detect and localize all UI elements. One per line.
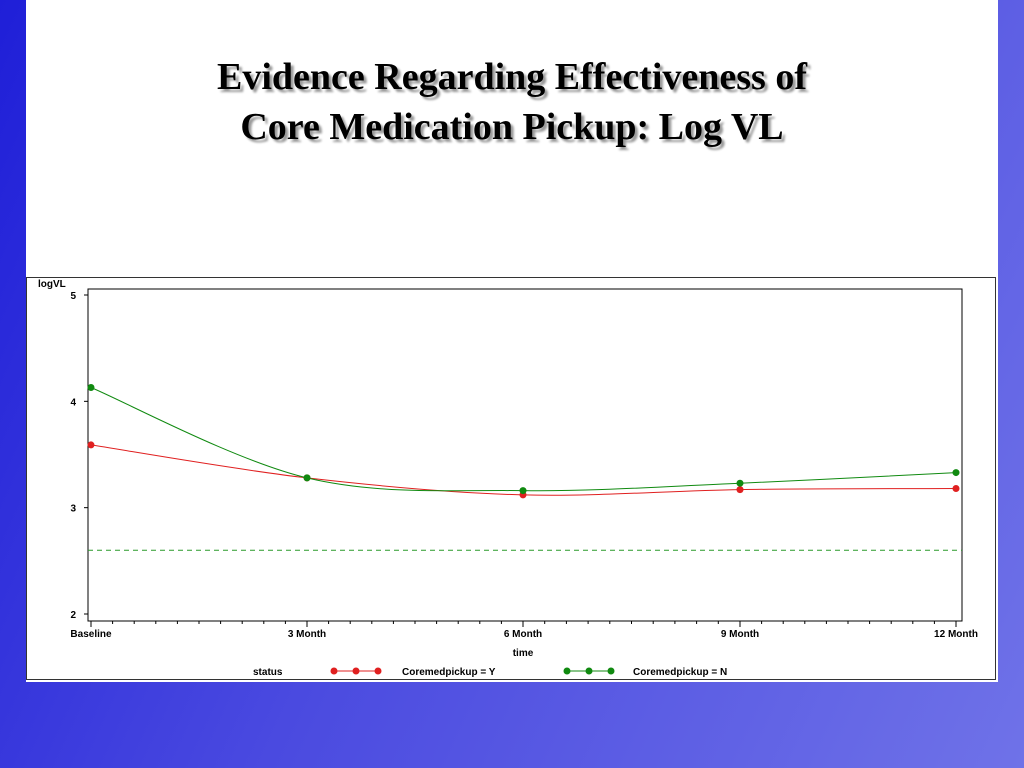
legend-swatch-marker <box>352 667 360 675</box>
legend-entry-label: Coremedpickup = Y <box>402 667 496 678</box>
legend-swatch-marker <box>607 667 615 675</box>
legend-swatch-marker <box>330 667 338 675</box>
legend-swatch-marker <box>585 667 593 675</box>
x-tick-label: 3 Month <box>288 629 326 640</box>
title-line-1: Evidence Regarding Effectiveness of <box>217 56 807 98</box>
title-line-2: Core Medication Pickup: Log VL <box>240 106 784 148</box>
data-point <box>952 469 960 477</box>
legend-swatch-marker <box>563 667 571 675</box>
y-tick-label: 4 <box>70 397 76 408</box>
x-tick-label: 9 Month <box>721 629 759 640</box>
y-tick-label: 3 <box>70 504 76 515</box>
y-axis-label: logVL <box>38 279 66 290</box>
data-point <box>87 441 95 449</box>
data-point <box>519 487 527 495</box>
x-tick-label: 12 Month <box>934 629 978 640</box>
x-tick-label: Baseline <box>70 629 112 640</box>
y-tick-label: 2 <box>70 610 76 621</box>
data-point <box>303 474 311 482</box>
legend-title: status <box>253 667 283 678</box>
x-axis-label: time <box>513 648 534 659</box>
legend-swatch-marker <box>374 667 382 675</box>
y-tick-label: 5 <box>70 291 76 302</box>
data-point <box>736 486 744 494</box>
data-point <box>87 384 95 392</box>
x-tick-label: 6 Month <box>504 629 542 640</box>
legend-entry-label: Coremedpickup = N <box>633 667 727 678</box>
slide-title: Evidence Regarding Effectiveness of Core… <box>26 52 998 152</box>
data-point <box>952 485 960 493</box>
data-point <box>736 479 744 487</box>
plot-area <box>87 288 963 622</box>
series-line <box>90 387 957 492</box>
